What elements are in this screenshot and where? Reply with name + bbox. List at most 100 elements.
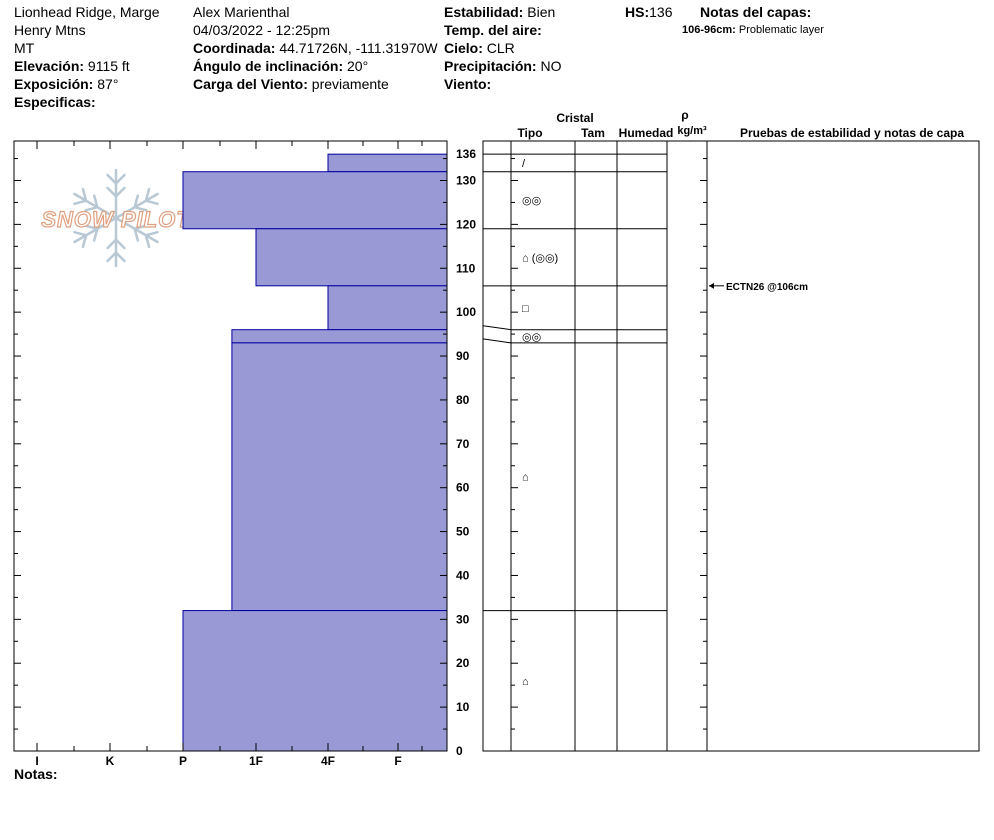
aspect-value: 87° [97,76,119,92]
layer-connector [482,338,512,344]
air-temp-label: Temp. del aire: [444,22,542,38]
snowflake-branch [84,224,99,231]
snowflake-branch [73,230,88,237]
layer-table-frame [482,140,980,752]
hardness-label-I: I [35,754,38,768]
snowflake-branch [114,251,126,263]
notes-row: Notas: [14,765,58,783]
layer-note: 106-96cm: Problematic layer [682,24,824,36]
column-header-cristal: Cristal [556,111,593,125]
hs-value: 136 [649,4,673,20]
hs-label: HS: [625,4,650,20]
observation-datetime: 04/03/2022 - 12:25pm [193,22,330,38]
column-header-rho: ρ [681,108,688,122]
crystal-symbols: / ◎◎ ⌂ (◎◎) □ ◎◎ ⌂ ⌂ [522,158,558,688]
depth-label-80: 80 [456,393,470,407]
snowflake-branch [84,205,99,212]
stability-value: Bien [527,4,556,20]
snowflake-branch [81,234,88,249]
snowflake-branch [144,234,151,249]
hardness-bar-6 [182,610,448,752]
snowflake-arm [73,216,118,244]
snowflake-arm [114,192,159,220]
specifics-row: Especificas: [14,93,96,111]
column-header-tests: Pruebas de estabilidad y notas de capa [740,126,964,140]
column-header-tipo: Tipo [517,126,542,140]
mountain-range: Henry Mtns [14,22,86,38]
left-tick-marks [14,141,447,752]
snowflake-branch [106,238,118,250]
elevation-row: Elevación: 9115 ft [14,57,130,75]
hardness-bar-3 [327,285,448,331]
crystal-symbol-1: ◎◎ [522,195,541,207]
sky-row: Cielo: CLR [444,39,515,57]
depth-label-30: 30 [456,612,470,626]
snowflake-branch [133,194,140,209]
layer-connector [482,325,512,331]
snowflake-branch [114,186,126,198]
snowflake-branch [106,251,118,263]
snowflake-branch [114,238,126,250]
wind-label: Viento: [444,76,492,92]
snowflake-branch [81,187,88,202]
precip-label: Precipitación: [444,58,537,74]
wind-load-value: previamente [311,76,389,92]
crystal-symbol-3: □ [522,303,529,315]
sky-label: Cielo: [444,40,483,56]
sky-value: CLR [486,40,515,56]
state: MT [14,40,35,56]
hardness-label-P: P [179,754,187,768]
column-header-tam: Tam [581,126,605,140]
snowflake-branch [133,224,148,231]
wind-load-row: Carga del Viento: previamente [193,75,389,93]
hardness-bar-2 [255,228,448,287]
hs-row: HS:136 [625,3,672,21]
depth-label-50: 50 [456,525,470,539]
hardness-label-K: K [106,754,115,768]
precip-row: Precipitación: NO [444,57,561,75]
hardness-bars [182,153,448,752]
coordinate-label: Coordinada: [193,40,276,56]
snowflake-branch [133,227,140,242]
snowflake-arm [114,216,159,244]
hardness-label-4F: 4F [321,754,335,768]
snowflake-branch [92,227,99,242]
depth-label-90: 90 [456,349,470,363]
depth-label-20: 20 [456,656,470,670]
snowflake-branch [114,173,126,185]
hardness-axis-labels: I K P 1F 4F F [35,754,401,768]
snowflake-branch [92,194,99,209]
slope-row: Ángulo de inclinación: 20° [193,57,368,75]
snowflake-branch [73,199,88,206]
crystal-symbol-4: ◎◎ [522,331,541,343]
snowpilot-logo: SNOW PILOT [41,168,191,268]
layer-notes-title: Notas del capas: [700,3,811,21]
hardness-plot-frame [13,140,448,752]
depth-label-70: 70 [456,437,470,451]
hardness-label-F: F [394,754,401,768]
layer-note-range: 106-96cm: [682,24,736,36]
crystal-symbol-0: / [522,158,526,170]
snowflake-branch [106,186,118,198]
specifics-label: Especificas: [14,94,96,110]
snowflake-branch [106,173,118,185]
hardness-bar-0 [327,153,448,173]
snowflake-branch [133,205,148,212]
wind-row: Viento: [444,75,491,93]
slope-label: Ángulo de inclinación: [193,58,344,74]
depth-axis-labels: 0 10 20 30 40 50 60 70 80 90 100 110 120 130 136 [456,147,476,758]
depth-label-130: 130 [456,173,476,187]
aspect-label: Exposición: [14,76,94,92]
stability-row: Estabilidad: Bien [444,3,555,21]
layer-note-text: Problematic layer [738,24,824,36]
table-tick-marks [511,158,707,752]
snowflake-arm [73,192,118,220]
depth-label-120: 120 [456,217,476,231]
crystal-symbol-2: ⌂ (◎◎) [522,252,558,264]
elevation-value: 9115 ft [87,58,130,74]
location-name: Lionhead Ridge, Marge [14,4,160,20]
test-arrow-head [709,282,714,289]
wind-load-label: Carga del Viento: [193,76,308,92]
depth-label-136: 136 [456,147,476,161]
